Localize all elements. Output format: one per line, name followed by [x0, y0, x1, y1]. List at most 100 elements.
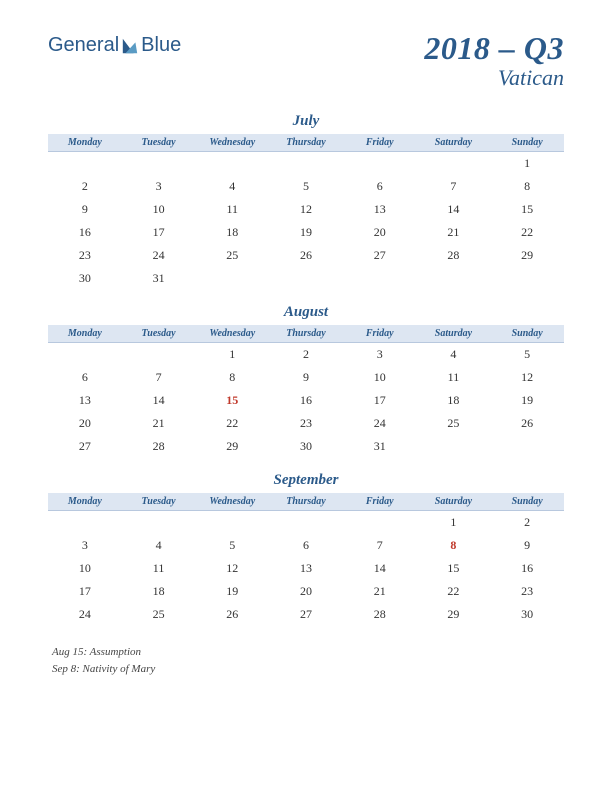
day-cell: 5	[490, 343, 564, 366]
day-cell: 15	[417, 557, 491, 580]
day-header: Monday	[48, 493, 122, 511]
day-cell: 31	[343, 435, 417, 458]
day-cell: 9	[490, 534, 564, 557]
day-cell: 10	[122, 198, 196, 221]
day-cell: 17	[122, 221, 196, 244]
day-cell: 20	[343, 221, 417, 244]
day-header: Friday	[343, 493, 417, 511]
day-empty	[343, 511, 417, 534]
day-header: Saturday	[417, 134, 491, 152]
day-cell: 22	[490, 221, 564, 244]
day-empty	[122, 511, 196, 534]
day-cell: 8	[490, 175, 564, 198]
day-cell: 11	[122, 557, 196, 580]
quarter-title: 2018 – Q3	[424, 30, 564, 67]
day-cell: 13	[269, 557, 343, 580]
day-cell: 30	[48, 267, 122, 290]
holiday-line: Aug 15: Assumption	[52, 644, 564, 661]
day-cell: 27	[48, 435, 122, 458]
day-cell: 24	[48, 603, 122, 626]
day-cell: 14	[122, 389, 196, 412]
day-header: Sunday	[490, 325, 564, 343]
day-cell: 6	[269, 534, 343, 557]
calendar-grid: MondayTuesdayWednesdayThursdayFridaySatu…	[48, 134, 564, 290]
day-empty	[122, 152, 196, 175]
day-cell: 16	[48, 221, 122, 244]
day-cell: 28	[417, 244, 491, 267]
day-cell: 8	[195, 366, 269, 389]
day-cell: 9	[269, 366, 343, 389]
day-cell: 29	[195, 435, 269, 458]
day-empty	[195, 152, 269, 175]
day-cell: 3	[122, 175, 196, 198]
day-header: Monday	[48, 134, 122, 152]
day-cell: 21	[122, 412, 196, 435]
day-header: Wednesday	[195, 493, 269, 511]
day-cell: 4	[417, 343, 491, 366]
month-block: AugustMondayTuesdayWednesdayThursdayFrid…	[48, 304, 564, 458]
day-cell: 2	[490, 511, 564, 534]
title-block: 2018 – Q3 Vatican	[424, 30, 564, 91]
day-empty	[48, 511, 122, 534]
day-cell: 21	[417, 221, 491, 244]
day-cell: 17	[343, 389, 417, 412]
day-cell: 1	[195, 343, 269, 366]
day-cell: 26	[490, 412, 564, 435]
day-empty	[48, 343, 122, 366]
day-cell: 14	[343, 557, 417, 580]
day-cell: 27	[343, 244, 417, 267]
day-cell: 2	[48, 175, 122, 198]
day-cell: 18	[417, 389, 491, 412]
day-header: Tuesday	[122, 325, 196, 343]
day-cell: 29	[490, 244, 564, 267]
day-cell: 19	[490, 389, 564, 412]
day-cell: 21	[343, 580, 417, 603]
day-empty	[417, 152, 491, 175]
day-cell: 10	[48, 557, 122, 580]
day-cell: 25	[122, 603, 196, 626]
day-cell: 28	[343, 603, 417, 626]
day-cell: 28	[122, 435, 196, 458]
day-empty	[195, 511, 269, 534]
day-cell: 3	[48, 534, 122, 557]
month-name: July	[48, 113, 564, 130]
day-cell: 14	[417, 198, 491, 221]
day-cell: 7	[343, 534, 417, 557]
day-header: Friday	[343, 325, 417, 343]
day-cell: 23	[269, 412, 343, 435]
logo-text-a: General	[48, 34, 119, 57]
day-header: Thursday	[269, 493, 343, 511]
day-cell: 3	[343, 343, 417, 366]
day-cell: 7	[417, 175, 491, 198]
day-cell: 11	[195, 198, 269, 221]
logo-sail-icon	[121, 37, 139, 55]
day-cell: 26	[269, 244, 343, 267]
day-header: Saturday	[417, 325, 491, 343]
day-empty	[122, 343, 196, 366]
month-name: September	[48, 472, 564, 489]
day-header: Wednesday	[195, 325, 269, 343]
day-cell: 6	[48, 366, 122, 389]
day-cell: 16	[490, 557, 564, 580]
day-header: Thursday	[269, 325, 343, 343]
logo-text-b: Blue	[141, 34, 181, 57]
day-cell: 18	[122, 580, 196, 603]
day-cell: 5	[195, 534, 269, 557]
day-cell: 10	[343, 366, 417, 389]
day-cell: 22	[417, 580, 491, 603]
day-cell: 15	[490, 198, 564, 221]
day-cell: 12	[269, 198, 343, 221]
day-cell: 12	[195, 557, 269, 580]
day-cell: 6	[343, 175, 417, 198]
day-empty	[269, 152, 343, 175]
day-empty	[269, 511, 343, 534]
day-cell: 7	[122, 366, 196, 389]
day-cell-holiday: 15	[195, 389, 269, 412]
day-cell: 1	[490, 152, 564, 175]
day-cell: 23	[490, 580, 564, 603]
day-empty	[343, 152, 417, 175]
day-cell: 13	[343, 198, 417, 221]
day-header: Monday	[48, 325, 122, 343]
day-cell: 20	[269, 580, 343, 603]
day-cell: 19	[195, 580, 269, 603]
